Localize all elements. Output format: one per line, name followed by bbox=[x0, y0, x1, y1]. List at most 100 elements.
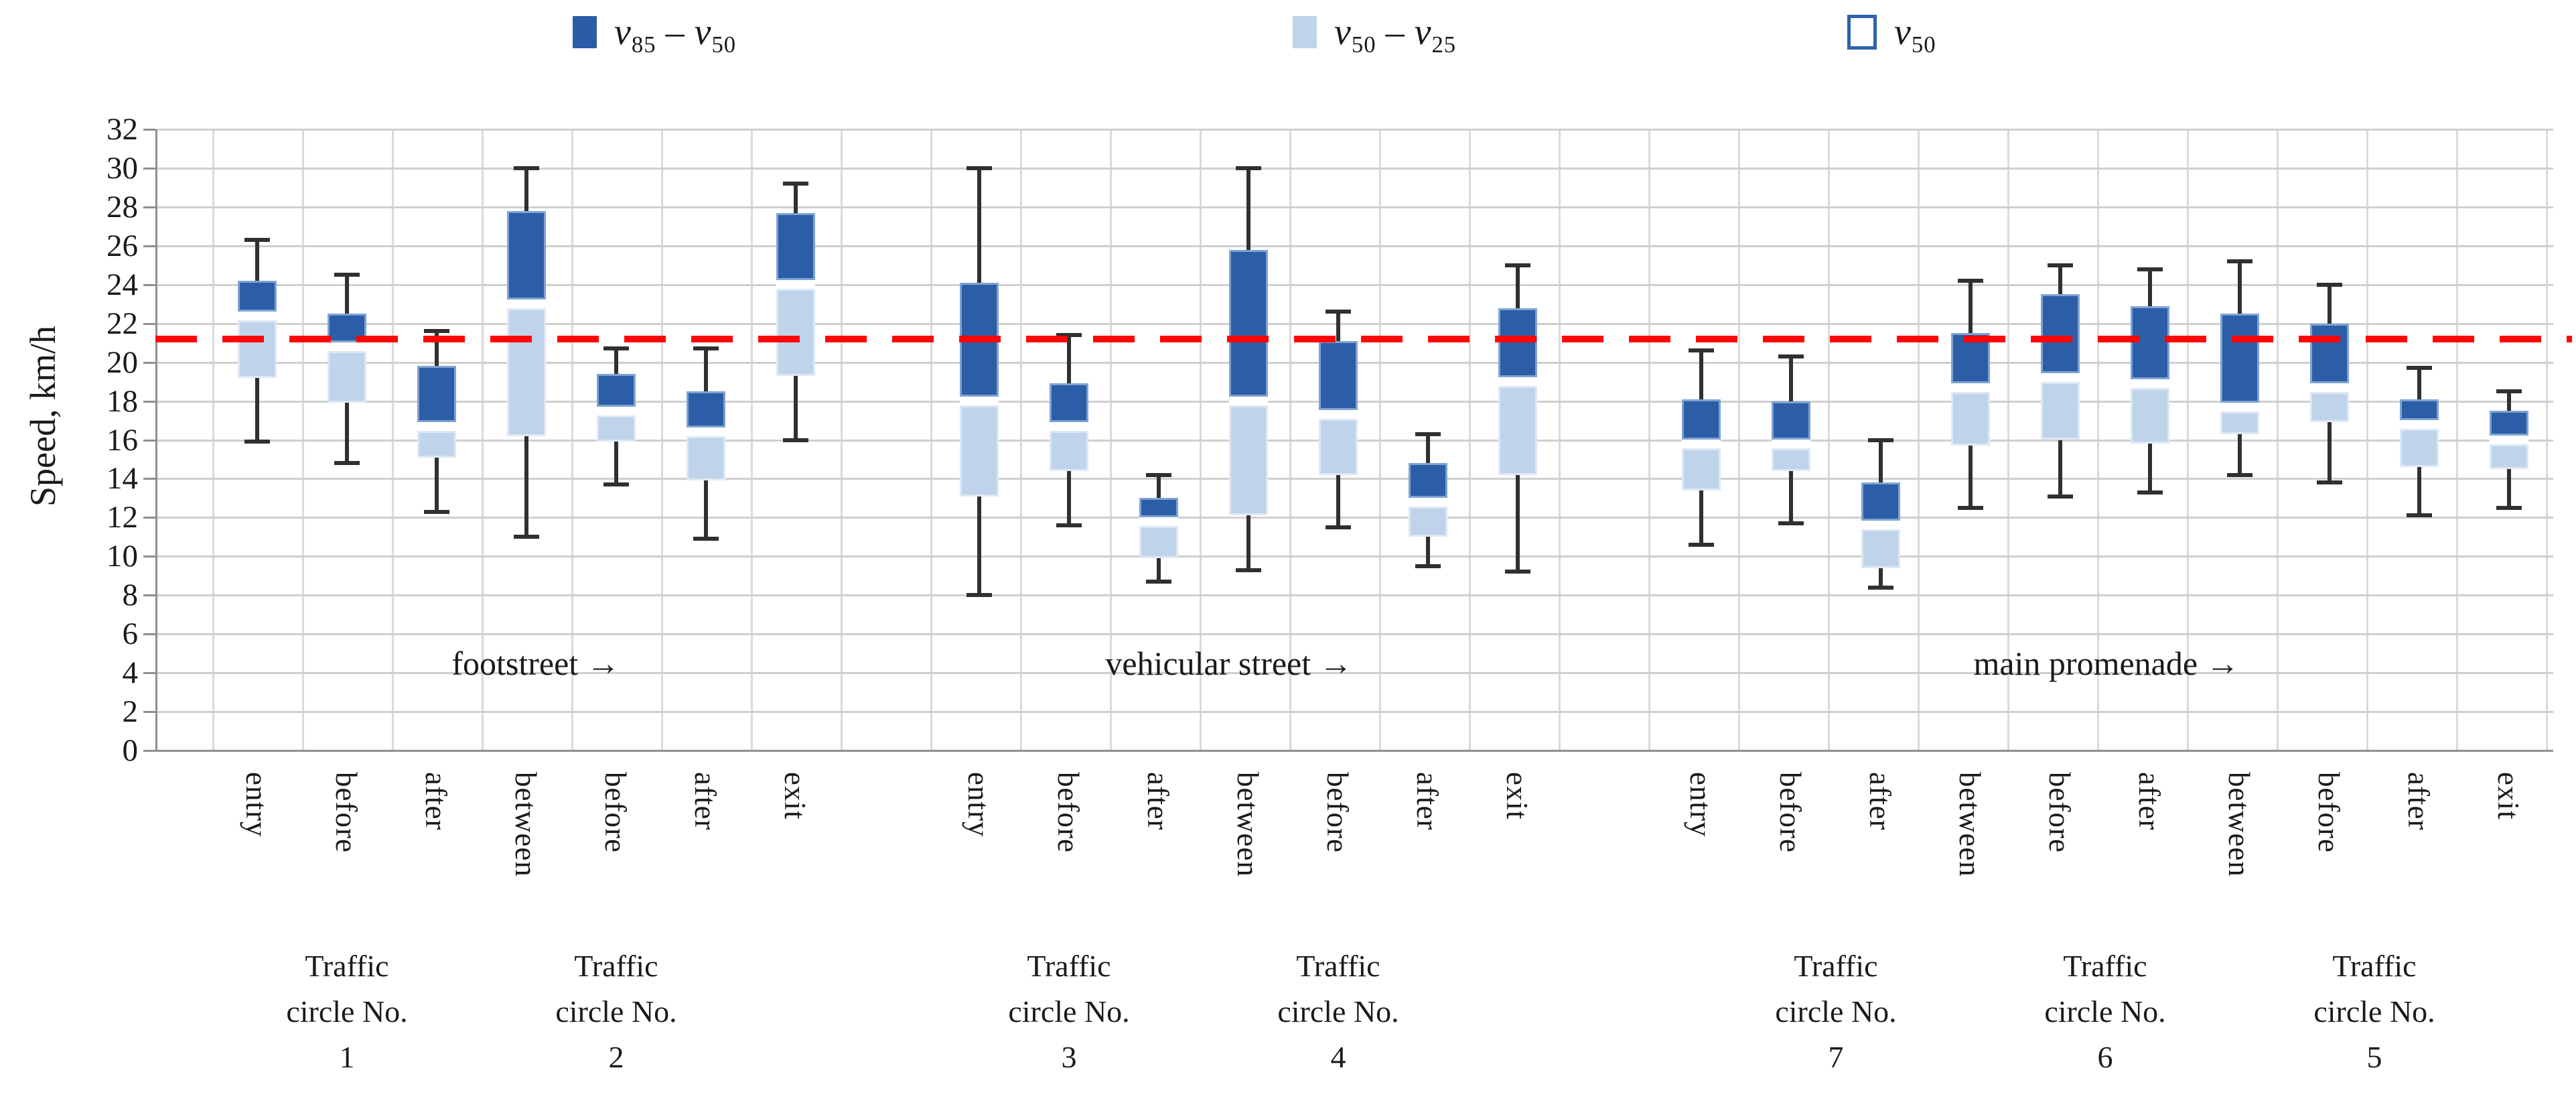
whisker-upper-line bbox=[2417, 368, 2421, 399]
box-v25-v50 bbox=[1951, 391, 1990, 446]
box-v50-v85 bbox=[1772, 401, 1810, 440]
category-label: before bbox=[2312, 772, 2346, 853]
whisker-upper-cap bbox=[2048, 263, 2073, 267]
box-v50-v85 bbox=[597, 374, 636, 407]
legend-item-v50: v50 bbox=[1847, 11, 1936, 56]
whisker-lower-cap bbox=[783, 438, 808, 442]
whisker-lower-cap bbox=[1505, 570, 1530, 574]
whisker-upper-line bbox=[704, 348, 708, 392]
box-v25-v50 bbox=[1772, 448, 1810, 471]
legend-label: v85– v50 bbox=[614, 11, 737, 58]
whisker-upper-cap bbox=[1146, 472, 1171, 477]
whisker-lower-cap bbox=[244, 440, 270, 444]
y-tick-label: 6 bbox=[122, 616, 139, 652]
y-tick-label: 22 bbox=[106, 306, 138, 341]
category-label: before bbox=[1774, 772, 1807, 853]
box-v50-band bbox=[2041, 373, 2080, 383]
y-tick-label: 16 bbox=[106, 422, 138, 458]
horizontal-gridline bbox=[155, 245, 2553, 247]
category-label: before bbox=[1321, 772, 1354, 853]
whisker-lower-line bbox=[1157, 558, 1161, 582]
box-v25-v50 bbox=[417, 430, 456, 458]
box-v50-v85 bbox=[2041, 294, 2080, 374]
whisker-lower-cap bbox=[2407, 513, 2432, 518]
whisker-upper-line bbox=[2148, 269, 2152, 306]
whisker-lower-line bbox=[1879, 568, 1883, 588]
box-v50-v85 bbox=[2490, 411, 2528, 436]
y-axis-line bbox=[155, 129, 157, 750]
whisker-lower-cap bbox=[1958, 505, 1983, 510]
category-label: entry bbox=[962, 772, 995, 838]
box-v50-band bbox=[597, 406, 636, 415]
whisker-upper-cap bbox=[2227, 259, 2252, 263]
box-v50-v85 bbox=[1139, 498, 1178, 517]
street-annotation: footstreet → bbox=[451, 645, 620, 682]
whisker-lower-line bbox=[524, 436, 528, 537]
whisker-lower-line bbox=[977, 496, 981, 596]
category-label: between bbox=[2222, 772, 2256, 877]
box-v50-band bbox=[1861, 521, 1900, 530]
whisker-upper-line bbox=[524, 168, 528, 211]
whisker-upper-cap bbox=[693, 346, 719, 351]
whisker-upper-line bbox=[1067, 335, 1071, 384]
box-v50-band bbox=[1229, 397, 1268, 406]
box-v25-v50 bbox=[687, 436, 725, 481]
y-tick-label: 26 bbox=[106, 228, 138, 263]
whisker-upper-line bbox=[1246, 168, 1250, 250]
y-axis-tick bbox=[143, 400, 155, 403]
box-v25-v50 bbox=[1229, 405, 1268, 516]
category-label: entry bbox=[240, 772, 273, 838]
whisker-upper-line bbox=[1699, 350, 1703, 399]
whisker-upper-line bbox=[1336, 312, 1340, 341]
whisker-upper-cap bbox=[1689, 348, 1714, 353]
box-v25-v50 bbox=[507, 308, 546, 436]
legend-swatch-dark-icon bbox=[573, 16, 597, 48]
box-v50-v85 bbox=[507, 210, 546, 300]
legend-swatch-light-icon bbox=[1293, 16, 1317, 48]
horizontal-gridline bbox=[155, 711, 2553, 714]
reference-line bbox=[155, 335, 2572, 342]
y-axis-tick bbox=[143, 322, 155, 325]
whisker-upper-line bbox=[2238, 261, 2242, 314]
box-v50-v85 bbox=[417, 366, 456, 422]
y-axis-tick bbox=[143, 361, 155, 364]
box-v25-v50 bbox=[1682, 448, 1721, 490]
category-label: exit bbox=[778, 772, 812, 820]
whisker-lower-cap bbox=[1689, 542, 1714, 547]
whisker-lower-cap bbox=[424, 509, 449, 514]
category-label: before bbox=[1052, 772, 1085, 853]
box-v50-v85 bbox=[1050, 383, 1088, 422]
category-label: before bbox=[599, 772, 632, 853]
whisker-lower-line bbox=[614, 442, 618, 485]
whisker-upper-cap bbox=[244, 238, 270, 243]
box-v50-band bbox=[328, 342, 366, 351]
y-axis-tick bbox=[143, 711, 155, 714]
box-v50-v85 bbox=[1682, 399, 1721, 440]
box-v50-v85 bbox=[2220, 314, 2259, 403]
category-label: after bbox=[419, 772, 453, 831]
horizontal-gridline bbox=[155, 594, 2553, 597]
whisker-upper-cap bbox=[1958, 278, 1983, 283]
legend-item-v85-v50: v85– v50 bbox=[573, 11, 737, 58]
box-v25-v50 bbox=[1050, 430, 1088, 471]
traffic-circle-label: Traffic circle No. 5 bbox=[2313, 949, 2435, 1074]
horizontal-gridline bbox=[155, 672, 2553, 675]
y-tick-label: 30 bbox=[106, 150, 138, 186]
category-label: before bbox=[330, 772, 363, 853]
whisker-lower-cap bbox=[693, 537, 719, 541]
y-axis-tick bbox=[143, 206, 155, 208]
box-v25-v50 bbox=[2041, 382, 2080, 440]
box-v50-band bbox=[2220, 402, 2259, 411]
box-v50-v85 bbox=[1861, 482, 1900, 521]
traffic-circle-label: Traffic circle No. 1 bbox=[286, 949, 408, 1074]
legend-label: v50– v25 bbox=[1334, 11, 1457, 58]
whisker-upper-cap bbox=[1505, 263, 1530, 267]
y-axis-tick bbox=[143, 245, 155, 247]
whisker-upper-cap bbox=[2407, 366, 2432, 371]
y-tick-label: 18 bbox=[106, 383, 138, 419]
horizontal-gridline bbox=[155, 322, 2553, 325]
box-v50-band bbox=[1498, 377, 1537, 387]
whisker-lower-cap bbox=[1326, 525, 1351, 529]
whisker-lower-line bbox=[794, 375, 798, 440]
box-v25-v50 bbox=[2131, 388, 2169, 444]
